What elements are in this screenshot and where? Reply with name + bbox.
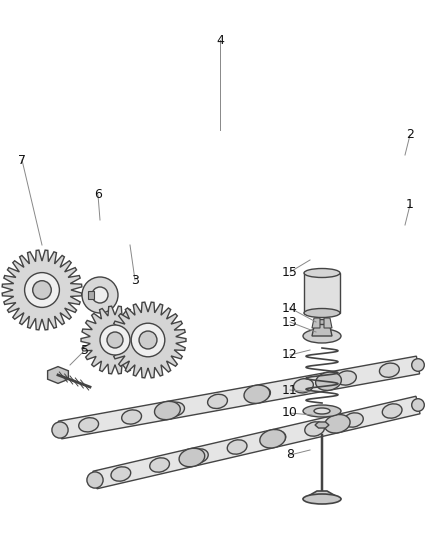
Circle shape xyxy=(82,277,118,313)
Circle shape xyxy=(87,472,103,488)
Polygon shape xyxy=(303,491,341,499)
Ellipse shape xyxy=(315,319,329,325)
Circle shape xyxy=(92,287,108,303)
Ellipse shape xyxy=(304,269,340,278)
Ellipse shape xyxy=(244,385,270,403)
Text: 2: 2 xyxy=(406,128,414,141)
Text: 6: 6 xyxy=(94,189,102,201)
Polygon shape xyxy=(81,306,149,374)
Ellipse shape xyxy=(382,404,402,418)
Polygon shape xyxy=(315,422,329,428)
Polygon shape xyxy=(110,302,186,378)
Polygon shape xyxy=(312,322,332,336)
Circle shape xyxy=(412,399,424,411)
Ellipse shape xyxy=(150,458,170,472)
Text: 10: 10 xyxy=(282,407,298,419)
Bar xyxy=(304,273,340,313)
Text: 3: 3 xyxy=(131,273,139,287)
Ellipse shape xyxy=(79,418,99,432)
Ellipse shape xyxy=(379,363,399,377)
Polygon shape xyxy=(324,318,332,328)
Ellipse shape xyxy=(251,386,270,401)
Polygon shape xyxy=(312,318,320,328)
Ellipse shape xyxy=(303,494,341,504)
Ellipse shape xyxy=(165,402,184,416)
Ellipse shape xyxy=(179,448,205,467)
Ellipse shape xyxy=(303,405,341,417)
Ellipse shape xyxy=(305,422,325,436)
Ellipse shape xyxy=(111,467,131,481)
Circle shape xyxy=(107,332,123,348)
Circle shape xyxy=(52,422,68,438)
Text: 7: 7 xyxy=(18,154,26,166)
Polygon shape xyxy=(58,356,420,439)
Ellipse shape xyxy=(314,408,330,414)
Polygon shape xyxy=(48,367,68,383)
Text: 12: 12 xyxy=(282,349,298,361)
Circle shape xyxy=(412,359,424,372)
Text: 5: 5 xyxy=(81,343,89,357)
Ellipse shape xyxy=(293,378,313,393)
Ellipse shape xyxy=(336,371,357,385)
Text: 13: 13 xyxy=(282,316,298,328)
Ellipse shape xyxy=(227,440,247,454)
Text: 15: 15 xyxy=(282,265,298,279)
Circle shape xyxy=(100,325,130,355)
Ellipse shape xyxy=(260,430,286,448)
Ellipse shape xyxy=(188,449,208,463)
Ellipse shape xyxy=(122,410,141,424)
Bar xyxy=(88,291,94,299)
Ellipse shape xyxy=(155,401,180,419)
Ellipse shape xyxy=(208,394,227,408)
Circle shape xyxy=(139,331,157,349)
Text: 14: 14 xyxy=(282,302,298,314)
Ellipse shape xyxy=(316,372,341,390)
Text: 4: 4 xyxy=(216,34,224,46)
Polygon shape xyxy=(93,396,420,489)
Text: 11: 11 xyxy=(282,384,298,397)
Circle shape xyxy=(131,323,165,357)
Text: 1: 1 xyxy=(406,198,414,212)
Ellipse shape xyxy=(325,415,350,433)
Circle shape xyxy=(33,281,51,300)
Ellipse shape xyxy=(266,431,286,445)
Text: 8: 8 xyxy=(286,448,294,462)
Ellipse shape xyxy=(304,309,340,318)
Polygon shape xyxy=(2,250,82,330)
Circle shape xyxy=(25,272,60,308)
Ellipse shape xyxy=(343,413,363,427)
Ellipse shape xyxy=(303,329,341,343)
